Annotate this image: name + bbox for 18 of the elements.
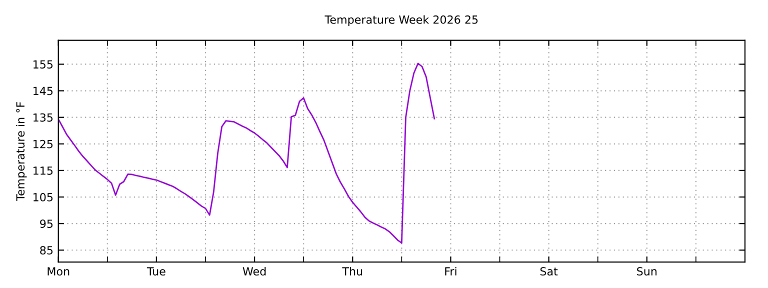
x-tick-label: Mon	[48, 267, 70, 276]
x-tick-label: Fri	[445, 266, 456, 276]
x-tick-label: Thu	[342, 266, 362, 276]
y-tick-label: 115	[34, 166, 53, 175]
x-tick-label: Sat	[540, 267, 558, 276]
chart-title: Temperature Week 2026 25	[324, 15, 478, 26]
y-tick-label: 95	[40, 220, 53, 228]
x-tick-label: Wed	[242, 266, 266, 276]
y-tick-label: 125	[34, 140, 53, 148]
line-series	[58, 62, 436, 244]
y-tick-label: 85	[40, 246, 53, 255]
y-tick-label: 155	[34, 60, 53, 69]
x-tick-label: Sun	[637, 267, 656, 276]
y-tick-label: 135	[34, 113, 53, 122]
y-axis-title: Temperature in °F	[16, 102, 27, 201]
y-tick-label: 145	[34, 86, 53, 96]
y-tick-label: 105	[34, 192, 53, 202]
x-tick-label: Tue	[146, 267, 166, 276]
